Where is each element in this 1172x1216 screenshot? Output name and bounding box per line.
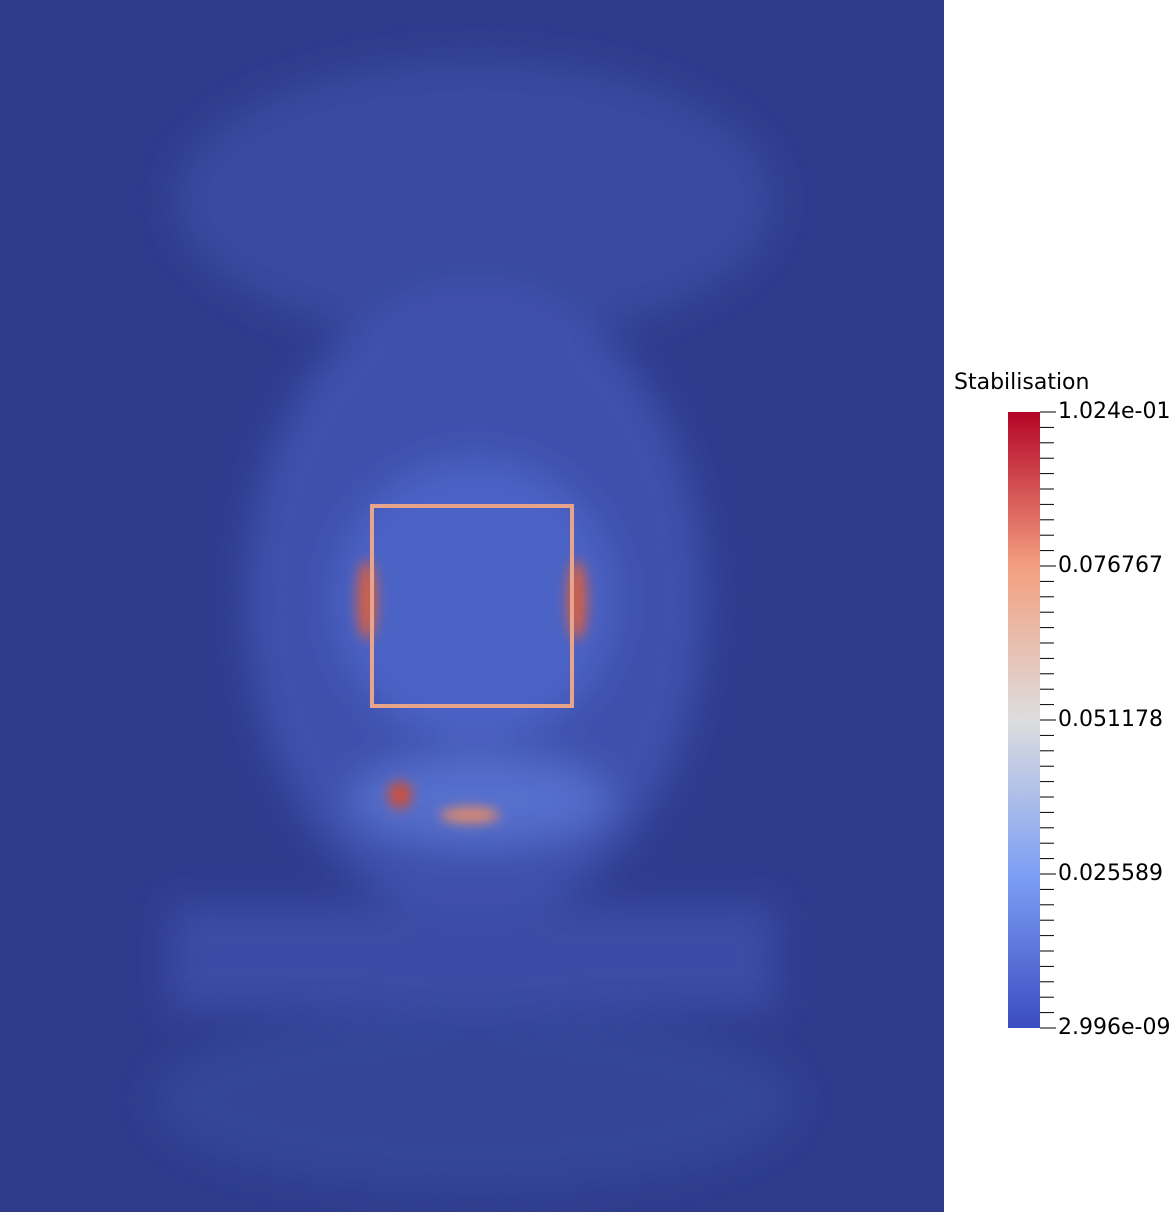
color-legend: Stabilisation 1.024e-01 0.076767 0.05117… bbox=[954, 370, 1170, 1040]
legend-label: 0.025589 bbox=[1058, 861, 1163, 886]
mesh-plot bbox=[0, 0, 944, 1212]
legend-title: Stabilisation bbox=[954, 370, 1089, 395]
legend-label: 0.076767 bbox=[1058, 553, 1163, 578]
legend-label: 2.996e-09 bbox=[1058, 1015, 1170, 1040]
legend-label: 0.051178 bbox=[1058, 707, 1163, 732]
color-bar bbox=[1008, 412, 1040, 1028]
legend-label: 1.024e-01 bbox=[1058, 399, 1170, 424]
color-bar-ticks bbox=[1040, 411, 1056, 1029]
